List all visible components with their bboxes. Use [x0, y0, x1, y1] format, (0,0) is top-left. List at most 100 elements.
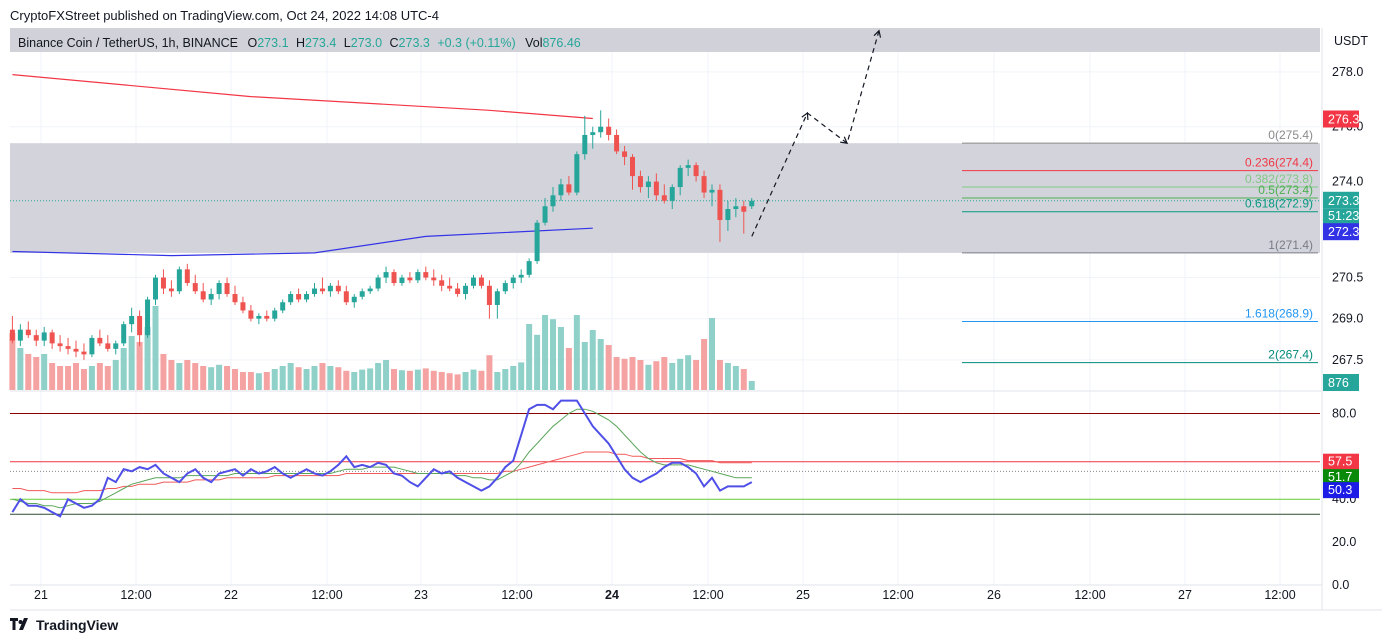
candle-body — [327, 285, 333, 292]
last-price-badge: 273.3 — [1328, 194, 1359, 208]
x-tick-label: 12:00 — [1264, 588, 1295, 602]
volume-bar — [17, 348, 24, 390]
candle-body — [725, 209, 731, 220]
legend-symbol: Binance Coin / TetherUS, 1h, BINANCE — [18, 36, 239, 50]
candle-body — [256, 315, 262, 319]
volume-bar — [351, 372, 358, 390]
y-tick-label: 267.5 — [1332, 353, 1363, 367]
candle-body — [97, 337, 103, 344]
candle-body — [630, 156, 635, 177]
candle-body — [741, 206, 747, 212]
volume-bar — [96, 363, 103, 390]
axes: 21 12:00 22 12:00 23 12:00 24 12:00 25 12:00 26 12:… — [34, 34, 1368, 602]
candle-body — [685, 165, 691, 168]
candle-body — [129, 315, 135, 325]
volume-bar — [709, 318, 715, 390]
candle-body — [200, 291, 206, 300]
legend-volume-label: Vol — [525, 36, 543, 50]
candle-body — [319, 288, 325, 292]
resistance-badge-bg — [1323, 110, 1359, 128]
volume-bar — [462, 372, 469, 390]
candle-body — [542, 206, 548, 223]
x-tick-label: 26 — [987, 588, 1001, 602]
candles — [9, 110, 755, 360]
volume-bar — [478, 370, 485, 390]
candle-body — [574, 154, 580, 193]
fib-label: 0.382(273.8) — [1245, 172, 1313, 186]
rsi-value-badge: 50.3 — [1328, 483, 1352, 497]
candle-body — [391, 272, 397, 284]
rsi-y-tick-label: 80.0 — [1332, 406, 1356, 420]
volume-bar — [192, 363, 199, 390]
x-tick-label: 23 — [414, 588, 428, 602]
candle-body — [534, 222, 540, 262]
volume-bar — [57, 366, 64, 390]
volume-bar — [73, 363, 79, 390]
projection-arrowhead — [873, 29, 882, 38]
rsi-line — [11, 399, 753, 518]
volume-bar — [701, 339, 708, 390]
candle-body — [407, 277, 413, 281]
volume-bar — [335, 367, 342, 390]
legend-close-label: C — [389, 36, 399, 50]
candle-body — [431, 277, 437, 281]
candle-body — [415, 272, 421, 281]
x-tick-label: 27 — [1178, 588, 1192, 602]
candle-body — [343, 291, 349, 303]
volume-bar — [25, 354, 32, 390]
volume-bar — [136, 342, 143, 390]
candle-body — [9, 329, 15, 341]
volume-bar — [247, 372, 254, 390]
candle-body — [598, 126, 604, 133]
volume-bar — [661, 357, 668, 390]
candle-body — [121, 324, 127, 344]
volume-bar — [160, 354, 167, 390]
volume-bar — [526, 324, 533, 390]
volume-bar — [104, 366, 111, 390]
volume-bar — [88, 366, 95, 390]
volume-bar — [542, 315, 549, 390]
candle-body — [637, 176, 643, 188]
fib-label: 2(267.4) — [1268, 348, 1313, 362]
volume-bars — [9, 306, 755, 390]
legend-open: 273.1 — [257, 36, 289, 50]
x-tick-label: 12:00 — [311, 588, 342, 602]
price-badges: 276.3 273.351:23 272.3 876 57.551.750.3 — [1323, 110, 1359, 499]
y-tick-label: 274.0 — [1332, 175, 1363, 189]
candle-body — [661, 195, 667, 201]
blue-ma-line — [12, 227, 593, 257]
volume-bar — [732, 366, 739, 390]
volume-bar — [9, 333, 16, 390]
candle-body — [192, 283, 198, 292]
candle-body — [248, 310, 254, 319]
fib-label: 1.618(268.9) — [1245, 306, 1313, 320]
volume-bar — [557, 327, 564, 390]
volume-bar — [41, 354, 48, 390]
candle-body — [455, 288, 461, 295]
candle-body — [471, 277, 476, 286]
candle-body — [168, 288, 174, 292]
candle-body — [733, 206, 739, 209]
volume-bar — [128, 336, 135, 390]
volume-bar — [239, 372, 246, 390]
volume-bar — [391, 369, 397, 390]
tradingview-brand[interactable]: TradingView — [10, 617, 118, 633]
volume-bar — [343, 370, 350, 390]
volume-bar — [550, 319, 556, 390]
candle-body — [709, 189, 715, 193]
candle-body — [399, 277, 405, 284]
candle-body — [669, 187, 675, 201]
legend-high-label: H — [296, 36, 306, 50]
volume-bar — [637, 360, 644, 390]
volume-bar — [383, 360, 390, 390]
y-tick-label: 269.0 — [1332, 312, 1363, 326]
legend-band — [10, 28, 1320, 52]
volume-bar — [224, 366, 231, 390]
candle-body — [335, 285, 341, 292]
candle-body — [33, 335, 39, 341]
candle-body — [717, 189, 723, 220]
volume-bar — [255, 373, 262, 390]
candle-body — [216, 283, 222, 295]
volume-bar — [645, 364, 652, 390]
